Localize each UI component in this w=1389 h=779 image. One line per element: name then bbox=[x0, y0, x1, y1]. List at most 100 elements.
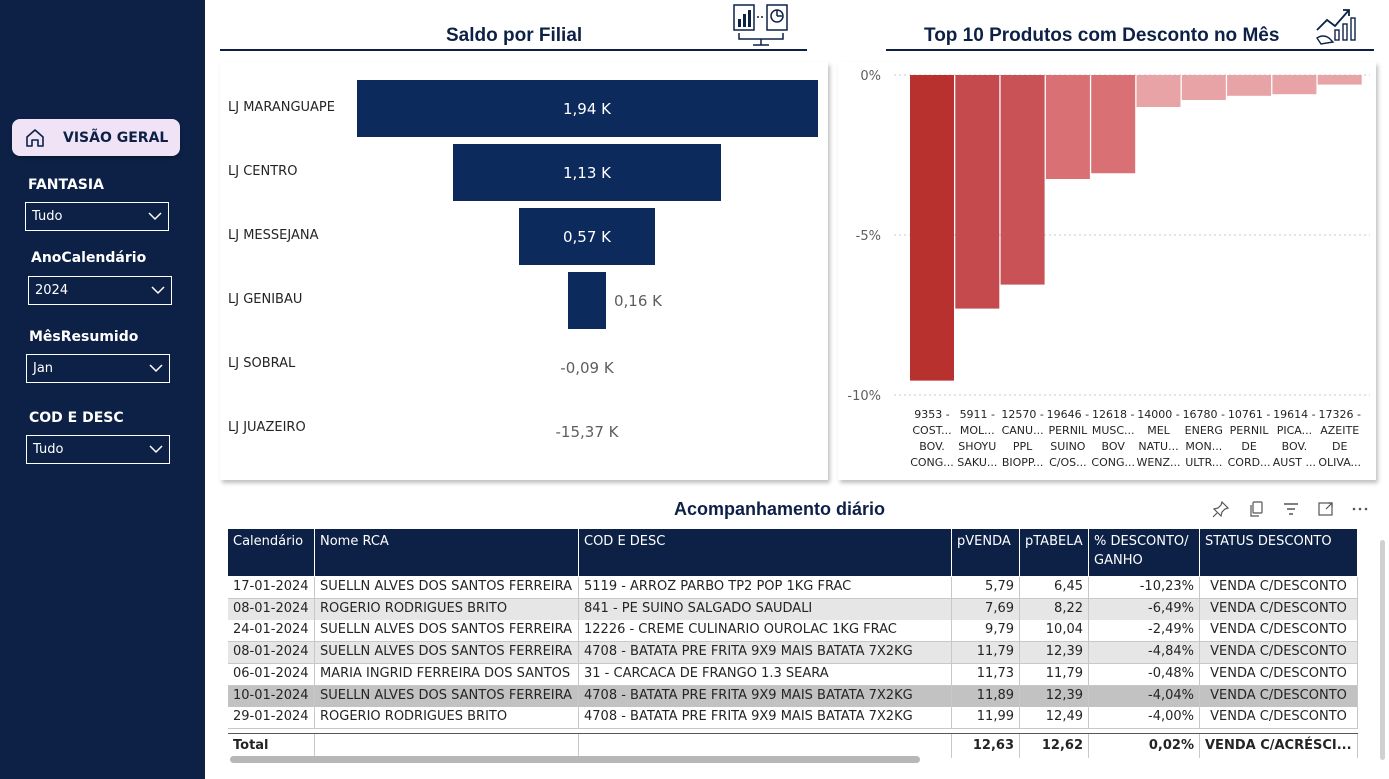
column-header[interactable]: pVENDA bbox=[952, 529, 1020, 576]
bar bbox=[1272, 75, 1317, 95]
x-tick-label-line: BOV bbox=[1101, 440, 1125, 453]
table-cell: 24-01-2024 bbox=[228, 620, 315, 643]
funnel-bar[interactable] bbox=[567, 272, 606, 329]
x-tick-label-line: ULTR... bbox=[1185, 456, 1223, 469]
bar bbox=[1136, 75, 1181, 107]
table-cell: SUELLN ALVES DOS SANTOS FERREIRA bbox=[315, 642, 579, 665]
table-cell: -10,23% bbox=[1089, 577, 1200, 599]
column-header[interactable]: Nome RCA bbox=[315, 529, 579, 576]
table-cell: 08-01-2024 bbox=[228, 598, 315, 621]
filter-label-ano: AnoCalendário bbox=[31, 250, 147, 266]
ano-select[interactable]: 2024 bbox=[28, 276, 172, 305]
x-tick-label-line: 19614 - bbox=[1273, 408, 1316, 421]
x-tick-label: 19646 - PERNIL SUINO C/OS... bbox=[1045, 407, 1091, 471]
table-row[interactable]: 10-01-2024 SUELLN ALVES DOS SANTOS FERREI… bbox=[228, 685, 1358, 708]
table-cell: -4,04% bbox=[1089, 685, 1200, 708]
x-tick-label-line: 12570 - bbox=[1001, 408, 1044, 421]
x-tick-label-line: BOV. bbox=[1281, 440, 1308, 453]
table-cell: 08-01-2024 bbox=[228, 642, 315, 665]
ano-value: 2024 bbox=[35, 283, 69, 298]
table-cell: 8,22 bbox=[1020, 598, 1089, 621]
table-cell: ROGERIO RODRIGUES BRITO bbox=[315, 598, 579, 621]
funnel-bar[interactable] bbox=[519, 208, 655, 265]
funnel-label: LJ MARANGUAPE bbox=[228, 99, 335, 115]
chevron-down-icon bbox=[149, 364, 163, 373]
horizontal-scrollbar[interactable] bbox=[230, 756, 920, 763]
x-tick-label-line: 9353 - bbox=[914, 408, 950, 421]
funnel-bar[interactable] bbox=[356, 80, 818, 137]
bar bbox=[1181, 75, 1226, 100]
table-row[interactable]: 08-01-2024 ROGERIO RODRIGUES BRITO 841 - P… bbox=[228, 598, 1358, 621]
x-tick-label-line: 14000 - bbox=[1137, 408, 1180, 421]
table-cell: 841 - PE SUINO SALGADO SAUDALI bbox=[579, 598, 952, 621]
x-tick-label: 9353 - COST... BOV. CONG... bbox=[909, 407, 955, 471]
table-cell: 11,89 bbox=[952, 685, 1020, 708]
x-tick-label-line: CORD... bbox=[1227, 456, 1271, 469]
table-cell: -2,49% bbox=[1089, 620, 1200, 643]
filter-icon[interactable] bbox=[1282, 500, 1300, 518]
vertical-scrollbar[interactable] bbox=[1380, 540, 1385, 760]
column-header[interactable]: COD E DESC bbox=[579, 529, 952, 576]
home-icon bbox=[26, 128, 44, 147]
table-cell: 12,39 bbox=[1020, 685, 1089, 708]
column-header[interactable]: pTABELA bbox=[1020, 529, 1089, 576]
x-tick-label-line: CONG... bbox=[1091, 456, 1135, 469]
table-row[interactable]: 17-01-2024 SUELLN ALVES DOS SANTOS FERREI… bbox=[228, 577, 1358, 599]
acompanhamento-title: Acompanhamento diário bbox=[674, 499, 886, 519]
x-tick-label-line: NATU... bbox=[1138, 440, 1179, 453]
table-row[interactable]: 29-01-2024 ROGERIO RODRIGUES BRITO 4708 - … bbox=[228, 707, 1358, 730]
visao-geral-button[interactable]: VISÃO GERAL bbox=[12, 119, 180, 156]
table-cell: VENDA C/DESCONTO bbox=[1200, 598, 1358, 621]
more-options-icon[interactable] bbox=[1351, 500, 1369, 518]
cod-desc-select[interactable]: Tudo bbox=[26, 435, 170, 464]
funnel-bar[interactable] bbox=[452, 144, 722, 201]
x-tick-label: 5911 - MOL... SHOYU SAKU... bbox=[954, 407, 1000, 471]
x-tick-label-line: AZEITE bbox=[1320, 424, 1360, 437]
x-tick-label-line: SHOYU bbox=[958, 440, 997, 453]
table-cell: VENDA C/DESCONTO bbox=[1200, 685, 1358, 708]
table-cell: 17-01-2024 bbox=[228, 577, 315, 599]
table-cell: 4708 - BATATA PRE FRITA 9X9 MAIS BATATA … bbox=[579, 707, 952, 730]
total-cell: 12,63 bbox=[952, 734, 1020, 758]
total-cell: Total bbox=[228, 734, 315, 758]
x-tick-label: 10761 - PERNIL DE CORD... bbox=[1226, 407, 1272, 471]
bar bbox=[910, 75, 954, 381]
chevron-down-icon bbox=[149, 445, 163, 454]
table-cell: 31 - CARCACA DE FRANGO 1.3 SEARA bbox=[579, 663, 952, 686]
filter-label-fantasia: FANTASIA bbox=[28, 177, 104, 193]
bar bbox=[1091, 75, 1136, 174]
report-documents-icon bbox=[733, 4, 788, 46]
saldo-title-underline bbox=[220, 49, 807, 51]
total-cell: VENDA C/ACRÉSCI... bbox=[1200, 734, 1358, 758]
copy-icon[interactable] bbox=[1248, 500, 1266, 518]
pin-icon[interactable] bbox=[1212, 500, 1230, 518]
x-tick-label-line: WENZ... bbox=[1136, 456, 1181, 469]
table-cell: 11,99 bbox=[952, 707, 1020, 730]
column-header[interactable]: % DESCONTO/ GANHO bbox=[1089, 529, 1200, 576]
top10-title-underline bbox=[886, 49, 1374, 51]
table-cell: 11,73 bbox=[952, 663, 1020, 686]
fantasia-select[interactable]: Tudo bbox=[25, 202, 169, 231]
table-cell: 12,39 bbox=[1020, 642, 1089, 665]
y-tick-label: -5% bbox=[856, 229, 881, 244]
table-cell: 29-01-2024 bbox=[228, 707, 315, 730]
total-cell: 12,62 bbox=[1020, 734, 1089, 758]
table-row[interactable]: 06-01-2024 MARIA INGRID FERREIRA DOS SANT… bbox=[228, 663, 1358, 686]
x-tick-label-line: 16780 - bbox=[1182, 408, 1226, 421]
top10-title: Top 10 Produtos com Desconto no Mês bbox=[924, 25, 1280, 46]
total-cell: 0,02% bbox=[1089, 734, 1200, 758]
mes-select[interactable]: Jan bbox=[26, 354, 170, 383]
column-header[interactable]: Calendário bbox=[228, 529, 315, 576]
x-tick-label-line: PICA... bbox=[1276, 424, 1313, 437]
table-cell: 12226 - CREME CULINARIO OUROLAC 1KG FRAC bbox=[579, 620, 952, 643]
table-cell: 9,79 bbox=[952, 620, 1020, 643]
funnel-value-label: 0,16 K bbox=[614, 291, 663, 310]
mes-value: Jan bbox=[33, 361, 54, 376]
table-row[interactable]: 24-01-2024 SUELLN ALVES DOS SANTOS FERREI… bbox=[228, 620, 1358, 643]
table-row[interactable]: 08-01-2024 SUELLN ALVES DOS SANTOS FERREI… bbox=[228, 642, 1358, 665]
column-header[interactable]: STATUS DESCONTO bbox=[1200, 529, 1358, 576]
funnel-label: LJ MESSEJANA bbox=[228, 227, 319, 243]
x-tick-label-line: DE bbox=[1241, 440, 1257, 453]
focus-mode-icon[interactable] bbox=[1317, 500, 1335, 518]
table-cell: 10,04 bbox=[1020, 620, 1089, 643]
